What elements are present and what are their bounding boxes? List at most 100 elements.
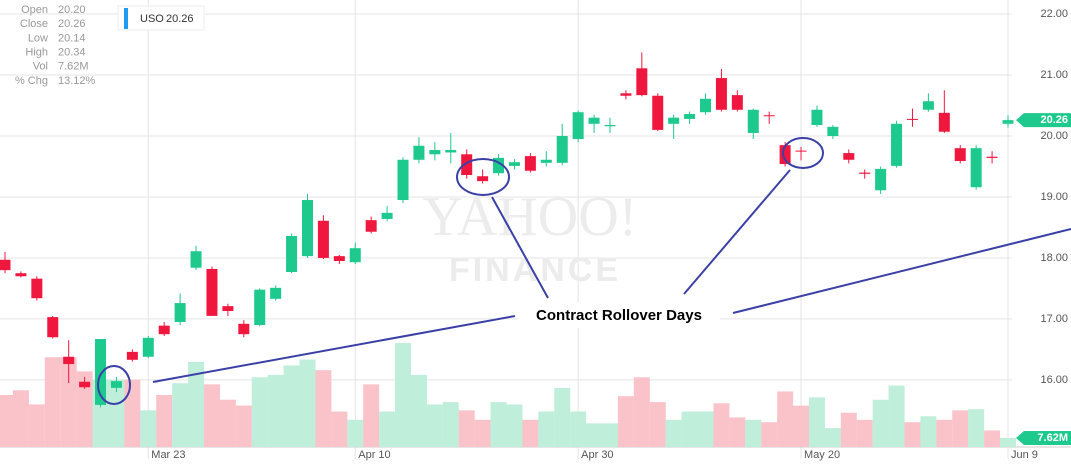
volume-bar	[267, 374, 284, 447]
candle-body	[413, 145, 425, 160]
candle-body	[715, 78, 727, 110]
volume-bar	[808, 397, 825, 447]
candle-body	[270, 287, 282, 299]
candle-body	[970, 148, 982, 188]
arrow	[152, 315, 516, 383]
volume-bar	[633, 377, 650, 447]
candle-body	[15, 273, 27, 277]
volume-bar	[490, 402, 507, 447]
candle-body	[540, 159, 552, 163]
legend: USO 20.26	[117, 5, 205, 31]
candle-body	[95, 339, 107, 405]
candle-body	[0, 259, 11, 271]
watermark: FINANCE	[449, 251, 621, 289]
volume-bar	[315, 370, 332, 447]
info-label: Open	[21, 4, 48, 16]
legend-swatch	[124, 8, 128, 29]
candle-body	[859, 172, 871, 174]
annotation-box	[518, 302, 720, 328]
volume-bar	[28, 404, 45, 447]
candle-body	[731, 95, 743, 110]
volume-bar	[76, 371, 93, 447]
info-label: Vol	[33, 61, 48, 73]
volume-bar	[554, 387, 571, 447]
candle-body	[493, 157, 505, 174]
candle-body	[254, 289, 266, 326]
volume-bar	[649, 402, 666, 447]
arrow	[732, 228, 1071, 314]
candle-body	[763, 115, 775, 117]
candle-body	[875, 168, 887, 191]
volume-bar	[506, 404, 523, 447]
y-tick-label: 18.00	[1040, 252, 1068, 264]
candle-body	[445, 150, 457, 153]
info-value: 20.14	[58, 32, 86, 44]
badge-shape	[1016, 431, 1071, 445]
info-value: 13.12%	[58, 75, 96, 87]
candle-body	[174, 303, 186, 322]
circle	[782, 137, 824, 169]
volume-bar	[713, 403, 730, 447]
info-value: 7.62M	[58, 61, 89, 73]
volume-bar	[203, 384, 220, 447]
volume-bar	[984, 430, 1001, 447]
volume-bar	[156, 395, 173, 447]
volume-bar	[379, 411, 396, 447]
info-label: Low	[28, 32, 48, 44]
candle-body	[126, 351, 138, 360]
y-tick-label: 20.00	[1040, 130, 1068, 142]
candle-body	[508, 162, 520, 166]
y-tick-label: 19.00	[1040, 191, 1068, 203]
legend-value: 20.26	[166, 13, 194, 25]
x-tick-label: Apr 30	[581, 449, 613, 461]
candle-body	[333, 256, 345, 262]
candle-body	[811, 109, 823, 126]
x-tick-label: Jun 9	[1011, 449, 1038, 461]
annotation-shapes	[97, 137, 1071, 405]
candle-body	[572, 112, 584, 140]
badge-label: 20.26	[1040, 114, 1068, 126]
volume-bar	[904, 422, 921, 447]
volume	[0, 343, 1016, 447]
arrow	[491, 196, 549, 299]
volume-bar	[108, 379, 125, 447]
volume-bar	[968, 409, 985, 447]
volume-bar	[936, 419, 953, 447]
candle-body	[906, 118, 918, 120]
y-tick-label: 21.00	[1040, 69, 1068, 81]
candle-body	[636, 68, 648, 96]
candle-body	[461, 154, 473, 176]
candle-body	[110, 381, 122, 388]
volume-bar	[761, 422, 778, 447]
volume-bar	[522, 419, 539, 447]
watermark: YAHOO!	[423, 186, 638, 248]
x-tick-label: May 20	[804, 449, 840, 461]
volume-bar	[12, 390, 29, 447]
candle-body	[190, 251, 202, 268]
candle-body	[556, 135, 568, 163]
volume-bar	[60, 357, 77, 447]
volume-bar	[0, 395, 13, 447]
candle-body	[79, 381, 91, 388]
info-label: High	[25, 47, 48, 59]
volume-bar	[283, 365, 300, 447]
volume-bar	[840, 412, 857, 447]
candle-body	[286, 236, 298, 272]
candle-body	[1002, 120, 1014, 124]
volume-bar	[188, 361, 205, 447]
volume-bar	[538, 411, 555, 447]
info-panel: Open 20.20 Close 20.26 Low 20.14 High 20.34 Vol 7…	[15, 4, 96, 87]
candle-body	[317, 220, 329, 258]
volume-bar	[681, 411, 698, 447]
volume-bar	[920, 416, 937, 447]
candle-body	[142, 337, 154, 357]
candle-body	[158, 325, 170, 335]
candle-body	[588, 117, 600, 124]
candle-body	[524, 156, 536, 171]
candle-body	[206, 268, 218, 316]
volume-bar	[474, 419, 491, 447]
candle-body	[604, 125, 616, 127]
volume-bar	[777, 391, 794, 447]
volume-bar	[410, 374, 427, 447]
